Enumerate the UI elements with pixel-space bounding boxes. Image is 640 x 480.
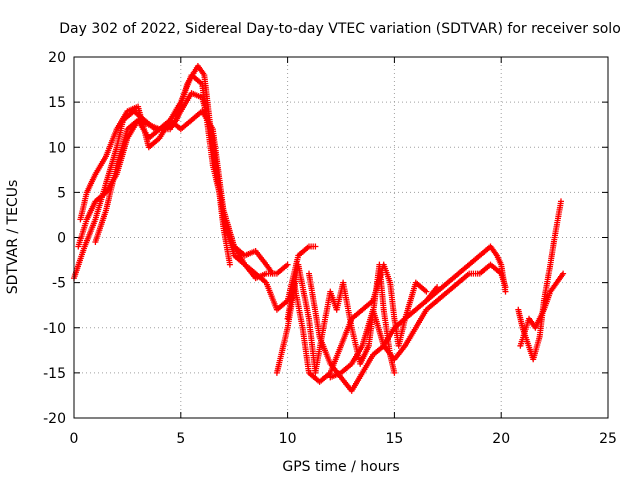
series-track-2 bbox=[75, 90, 233, 268]
y-tick-label: -10 bbox=[43, 321, 66, 337]
y-axis-label: SDTVAR / TECUs bbox=[5, 180, 21, 295]
grid bbox=[74, 57, 608, 418]
series-markers bbox=[77, 72, 276, 277]
series-markers bbox=[517, 270, 567, 349]
data-marks bbox=[71, 63, 567, 394]
series-markers bbox=[423, 243, 509, 304]
plot-frame bbox=[73, 56, 609, 419]
x-tick-label: 15 bbox=[385, 431, 403, 447]
y-tick-label: -15 bbox=[43, 366, 66, 382]
series-track-4 bbox=[92, 108, 291, 282]
x-tick-label: 20 bbox=[492, 431, 510, 447]
y-tick-label: 0 bbox=[57, 231, 66, 247]
series-track-9 bbox=[423, 243, 509, 304]
series-markers bbox=[284, 261, 430, 385]
y-tick-label: 20 bbox=[48, 50, 66, 66]
series-markers bbox=[92, 108, 291, 282]
y-tick-label: 5 bbox=[57, 185, 66, 201]
y-tick-label: 15 bbox=[48, 95, 66, 111]
x-tick-label: 5 bbox=[176, 431, 185, 447]
x-tick-label: 10 bbox=[279, 431, 297, 447]
x-tick-label: 0 bbox=[70, 431, 79, 447]
x-tick-label: 25 bbox=[599, 431, 617, 447]
series-track-7 bbox=[306, 270, 441, 394]
series-track-6 bbox=[284, 261, 430, 385]
y-tick-label: -20 bbox=[43, 411, 66, 427]
series-markers bbox=[75, 90, 233, 268]
x-axis-label: GPS time / hours bbox=[282, 459, 399, 475]
series-track-8 bbox=[327, 261, 509, 381]
series-markers bbox=[306, 270, 441, 394]
series-track-11 bbox=[517, 270, 567, 349]
y-tick-label: 10 bbox=[48, 140, 66, 156]
chart-title: Day 302 of 2022, Sidereal Day-to-day VTE… bbox=[59, 21, 621, 37]
series-track-3 bbox=[77, 72, 276, 277]
y-tick-label: -5 bbox=[52, 276, 66, 292]
axis-ticks: 0 5 10 15 20 25 -20 -15 -10 -5 0 5 10 15 20 bbox=[43, 50, 617, 447]
series-markers bbox=[327, 261, 509, 381]
